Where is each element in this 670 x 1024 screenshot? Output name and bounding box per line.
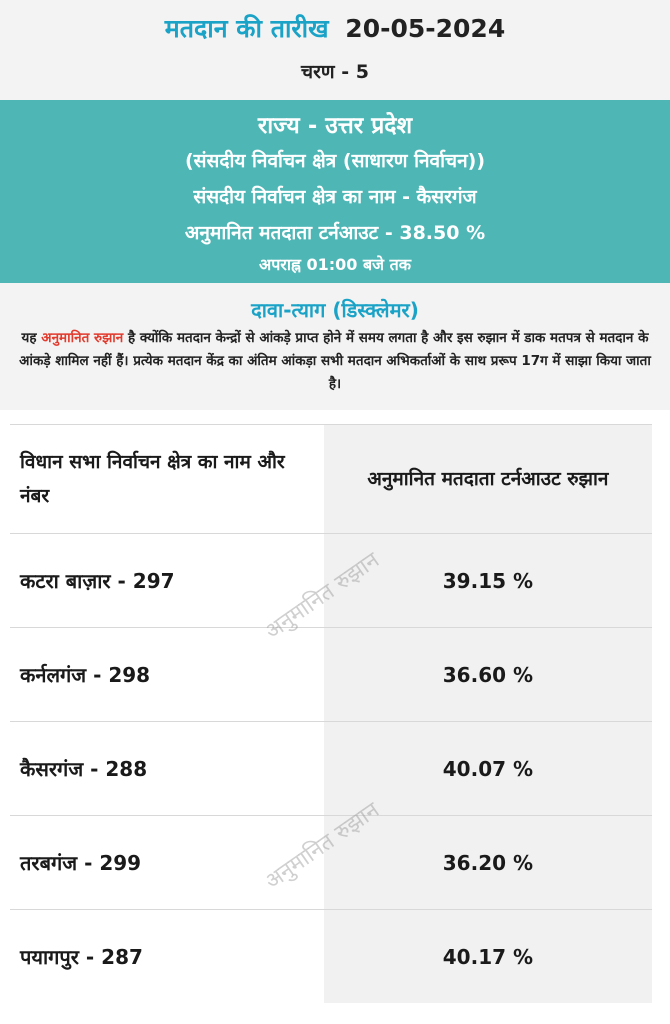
- row-turnout: 40.07 %: [323, 721, 652, 816]
- overall-turnout: अनुमानित मतदाता टर्नआउट - 38.50 %: [184, 222, 486, 244]
- column-header-constituency: विधान सभा निर्वाचन क्षेत्र का नाम और नंब…: [20, 451, 285, 507]
- constituency-name: संसदीय निर्वाचन क्षेत्र का नाम - कैसरगंज: [193, 186, 477, 208]
- row-turnout: 36.60 %: [323, 627, 652, 722]
- disclaimer: दावा-त्याग (डिस्क्लेमर) यह अनुमानित रुझा…: [0, 283, 670, 410]
- row-constituency: पयागपुर - 287: [10, 909, 324, 1003]
- table-header-row: विधान सभा निर्वाचन क्षेत्र का नाम और नंब…: [10, 425, 652, 534]
- disclaimer-text-end: है क्योंकि मतदान केन्द्रों से आंकड़े प्र…: [19, 330, 651, 392]
- table-row: कर्नलगंज - 298 36.60 %: [10, 627, 652, 722]
- row-turnout: 36.20 %: [323, 815, 652, 910]
- row-constituency: कर्नलगंज - 298: [10, 627, 324, 722]
- state-banner: राज्य - उत्तर प्रदेश (संसदीय निर्वाचन क्…: [0, 100, 670, 283]
- table-row: पयागपुर - 287 40.17 %: [10, 909, 652, 1003]
- row-turnout: 39.15 %: [323, 533, 652, 628]
- column-header-turnout: अनुमानित मतदाता टर्नआउट रुझान: [323, 425, 652, 534]
- row-constituency: कैसरगंज - 288: [10, 721, 324, 816]
- phase-label: चरण - 5: [301, 61, 369, 83]
- state-name: राज्य - उत्तर प्रदेश: [257, 113, 413, 139]
- row-constituency: कटरा बाज़ार - 297: [10, 533, 324, 628]
- row-constituency: तरबगंज - 299: [10, 815, 324, 910]
- table-row: कैसरगंज - 288 40.07 %: [10, 721, 652, 816]
- disclaimer-text-start: यह: [21, 330, 42, 346]
- poll-date-label: मतदान की तारीख: [164, 14, 329, 43]
- constituency-type: (संसदीय निर्वाचन क्षेत्र (साधारण निर्वाच…: [184, 150, 486, 172]
- table-row: कटरा बाज़ार - 297 39.15 %: [10, 533, 652, 628]
- disclaimer-title: दावा-त्याग (डिस्क्लेमर): [251, 298, 419, 322]
- turnout-time: अपराह्न 01:00 बजे तक: [258, 255, 411, 274]
- disclaimer-highlight: अनुमानित रुझान: [41, 330, 124, 346]
- disclaimer-text: यह अनुमानित रुझान है क्योंकि मतदान केन्द…: [18, 327, 652, 396]
- table-row: तरबगंज - 299 36.20 %: [10, 815, 652, 910]
- row-turnout: 40.17 %: [323, 909, 652, 1003]
- poll-date-value: 20-05-2024: [345, 14, 506, 43]
- header: मतदान की तारीख 20-05-2024 चरण - 5: [0, 0, 670, 100]
- turnout-table: विधान सभा निर्वाचन क्षेत्र का नाम और नंब…: [10, 424, 652, 1003]
- poll-date-row: मतदान की तारीख 20-05-2024: [0, 0, 670, 46]
